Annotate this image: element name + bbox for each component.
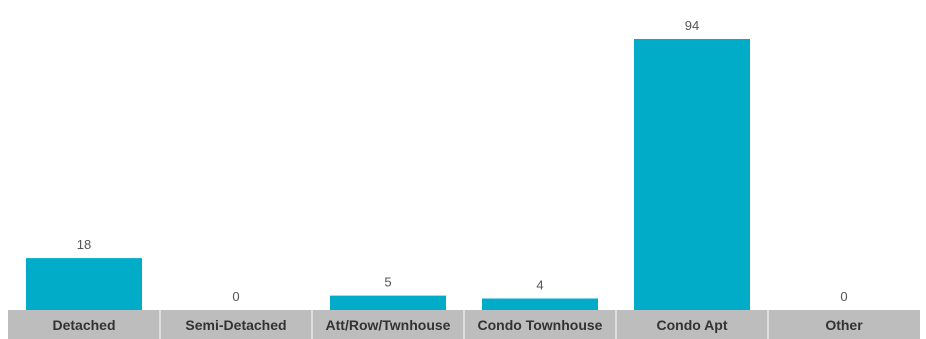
value-label-4: 94 (685, 18, 699, 33)
category-label-5: Other (825, 317, 863, 333)
category-label-4: Condo Apt (656, 317, 727, 333)
category-label-0: Detached (52, 317, 115, 333)
bar-2 (330, 295, 446, 310)
category-label-2: Att/Row/Twnhouse (326, 317, 451, 333)
value-label-1: 0 (232, 289, 239, 304)
category-label-3: Condo Townhouse (478, 317, 603, 333)
value-labels-group: 18 0 5 4 94 0 (77, 18, 848, 304)
bar-3 (482, 298, 598, 310)
bar-0 (26, 258, 142, 310)
value-label-2: 5 (384, 275, 391, 290)
category-label-1: Semi-Detached (185, 317, 286, 333)
bar-4 (634, 39, 750, 310)
value-label-0: 18 (77, 237, 91, 252)
value-label-5: 0 (840, 289, 847, 304)
category-dividers (159, 310, 769, 339)
value-label-3: 4 (536, 278, 543, 293)
bars-group (26, 39, 750, 310)
category-labels-group: Detached Semi-Detached Att/Row/Twnhouse Con… (52, 317, 863, 333)
